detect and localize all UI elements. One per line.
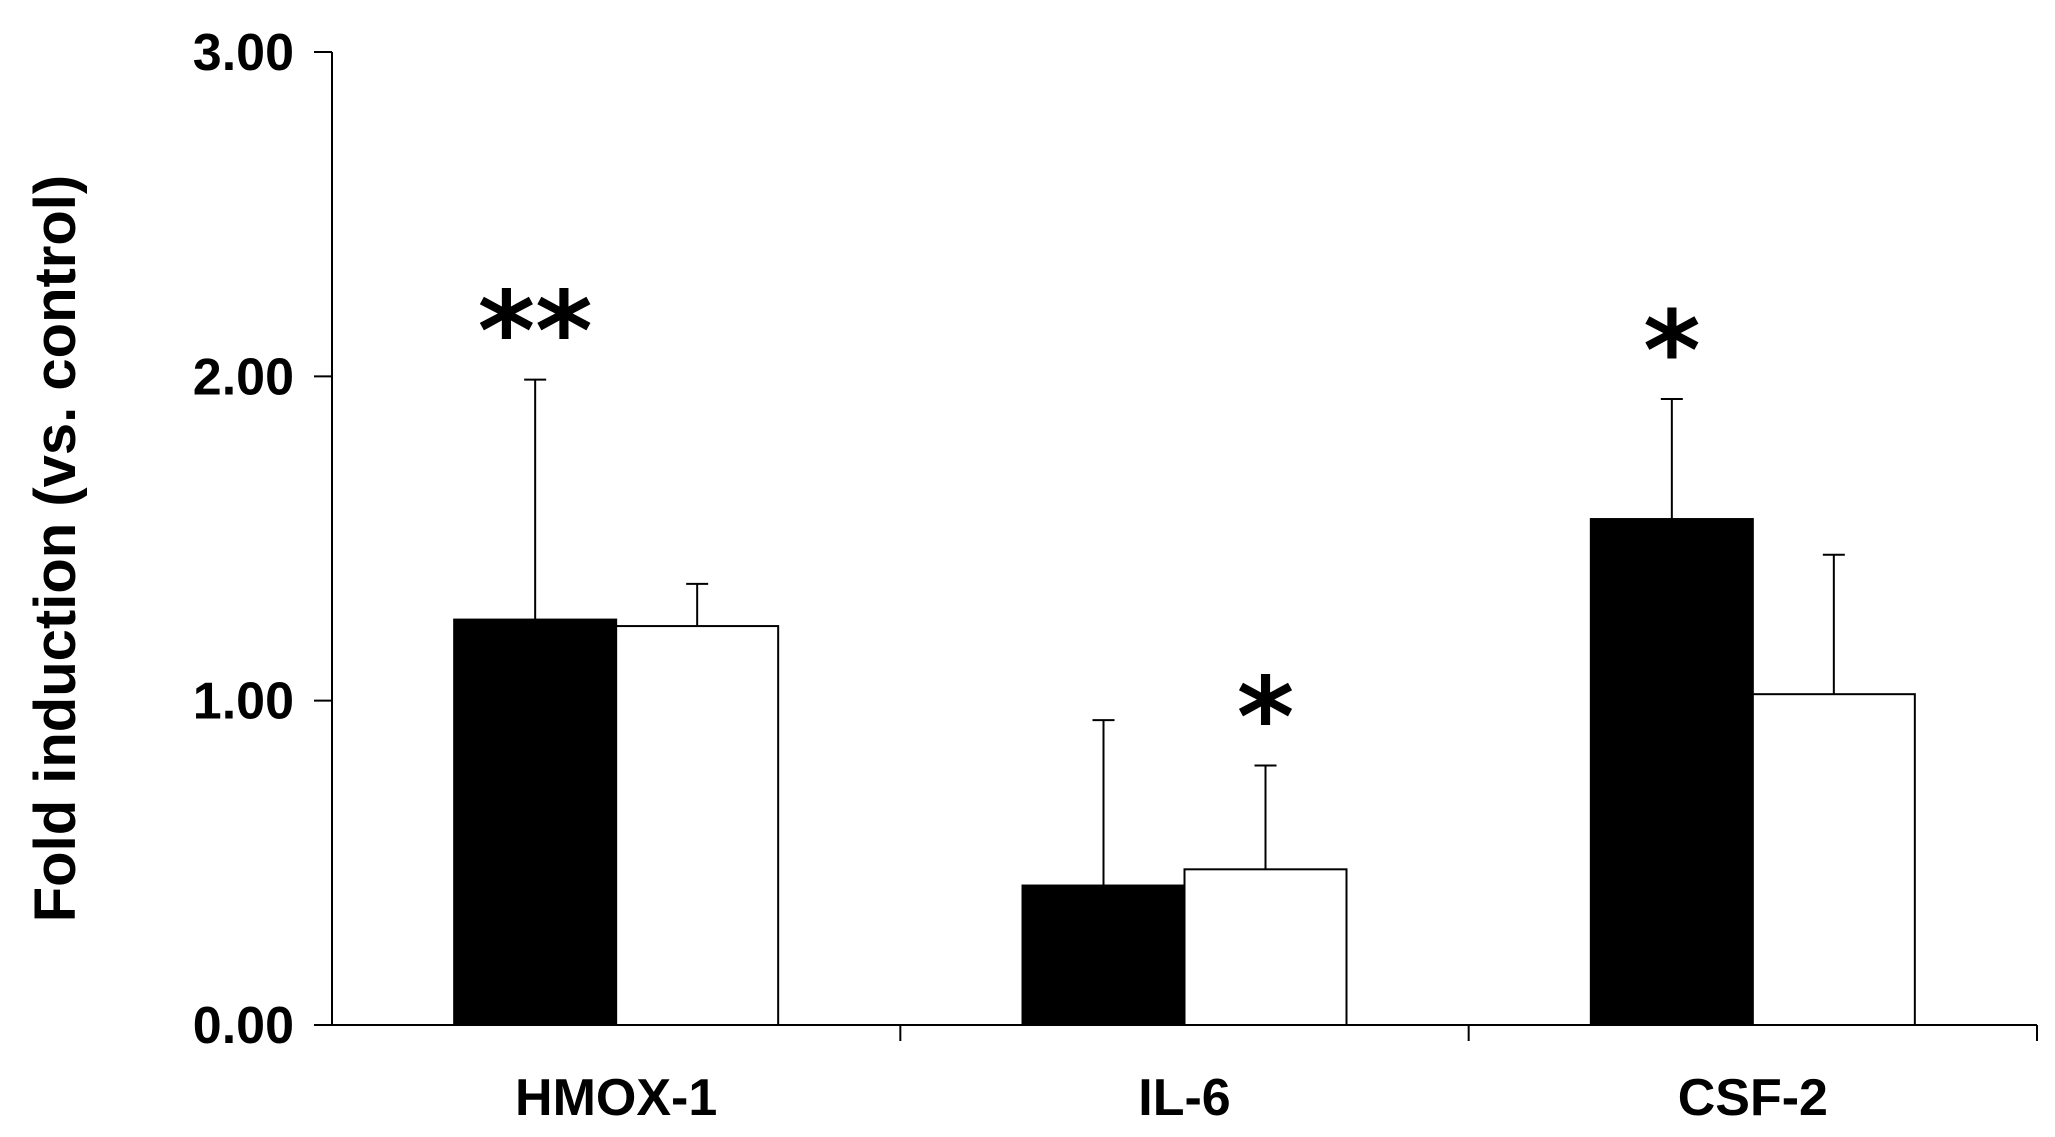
- category-label: IL-6: [1138, 1069, 1230, 1127]
- y-tick-label: 3.00: [193, 24, 294, 82]
- bar: [1021, 884, 1186, 1027]
- y-tick-label: 2.00: [193, 348, 294, 406]
- bar: [1589, 518, 1754, 1026]
- significance-marker: **: [478, 268, 593, 396]
- y-tick-label: 0.00: [193, 997, 294, 1055]
- bar: [1183, 868, 1348, 1026]
- bar: [453, 618, 618, 1026]
- category-label: HMOX-1: [515, 1069, 717, 1127]
- error-bars: [524, 378, 1845, 886]
- y-axis-title: Fold induction (vs. control): [23, 175, 88, 923]
- significance-markers: ****: [478, 268, 1701, 782]
- x-ticks: HMOX-1 IL-6 CSF-2: [515, 1025, 2038, 1127]
- bars: [453, 518, 1916, 1027]
- bar: [615, 625, 780, 1026]
- y-ticks: 0.00 1.00 2.00 3.00: [193, 24, 332, 1055]
- bar: [1751, 693, 1916, 1026]
- y-tick-label: 1.00: [193, 673, 294, 731]
- significance-marker: *: [1643, 287, 1701, 415]
- category-label: CSF-2: [1678, 1069, 1828, 1127]
- significance-marker: *: [1237, 654, 1295, 782]
